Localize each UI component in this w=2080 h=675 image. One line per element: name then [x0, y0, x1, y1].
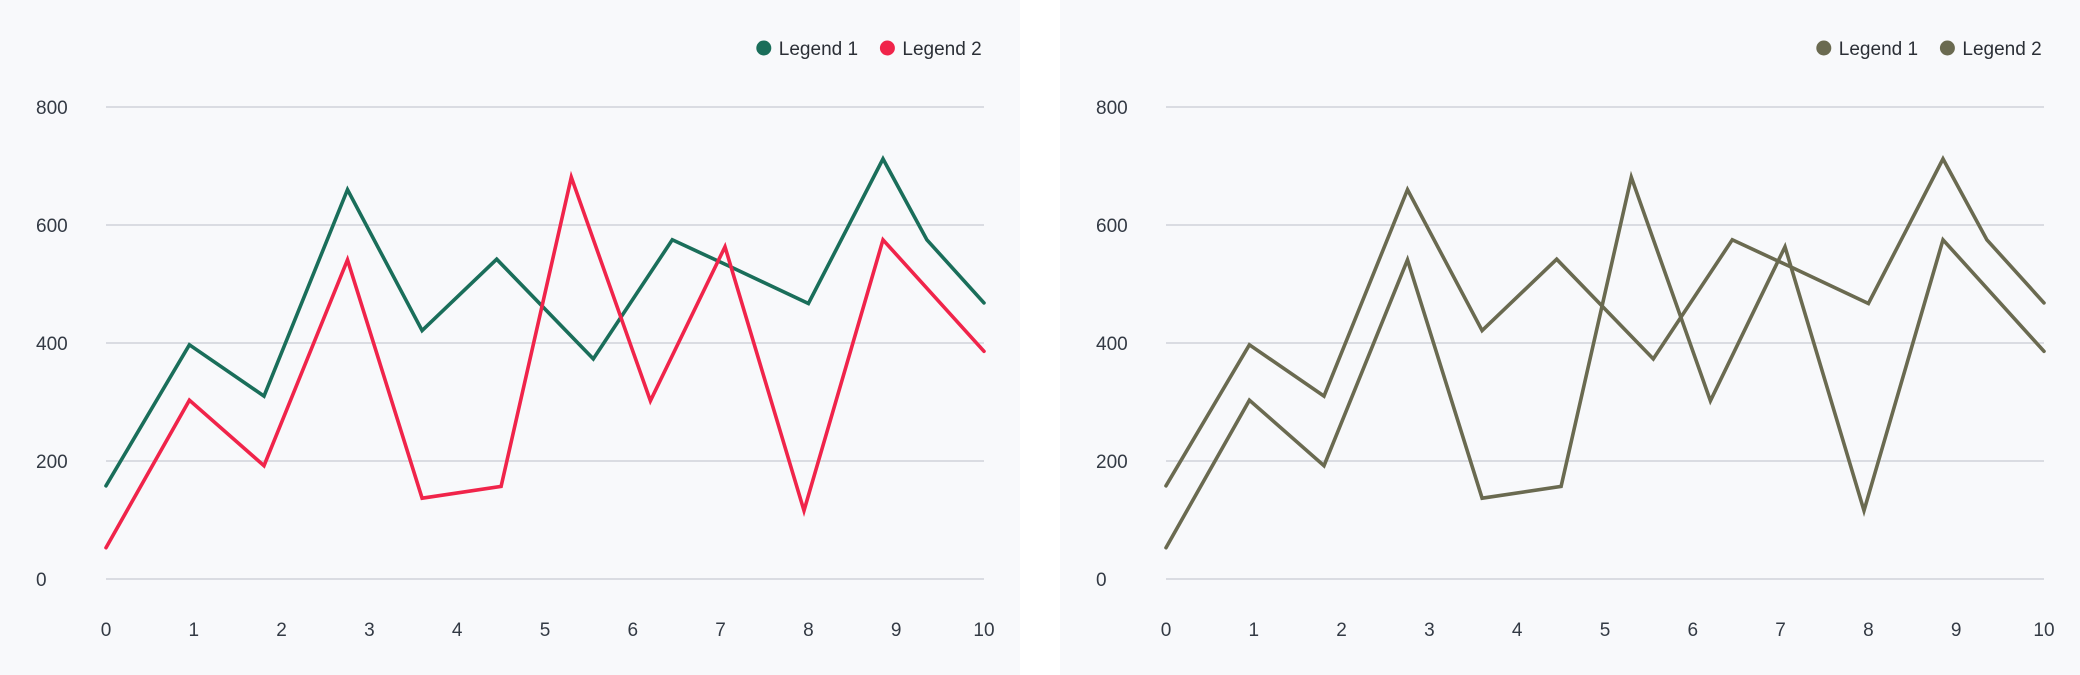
x-tick-label: 5 — [1600, 620, 1611, 641]
y-tick-label: 0 — [36, 570, 47, 591]
chart-panel-2: 0 200 400 600 800 0 1 2 3 4 5 6 7 8 9 10 Legend 1 Legend … — [1060, 0, 2080, 675]
legend-item-2[interactable]: Legend 2 — [1939, 39, 2042, 60]
y-tick-label: 200 — [1096, 452, 1128, 473]
legend-label: Legend 1 — [779, 39, 858, 60]
x-tick-label: 2 — [1336, 620, 1347, 641]
series-line-1 — [1164, 155, 2046, 488]
x-tick-label: 10 — [2033, 620, 2054, 641]
line-chart-2: 0 200 400 600 800 0 1 2 3 4 5 6 7 8 9 10 Legend 1 Legend … — [1096, 39, 2055, 641]
y-tick-label: 600 — [1096, 216, 1128, 237]
legend-item-2[interactable]: Legend 2 — [879, 39, 982, 60]
line-chart-1: 0 200 400 600 800 0 1 2 3 4 5 6 7 8 9 10 Legend 1 Legend … — [36, 39, 995, 641]
legend-item-1[interactable]: Legend 1 — [756, 39, 858, 60]
y-tick-label: 400 — [1096, 334, 1128, 355]
x-tick-label: 4 — [452, 620, 463, 641]
legend-label: Legend 2 — [1962, 39, 2041, 60]
x-tick-label: 9 — [1951, 620, 1962, 641]
legend-label: Legend 2 — [902, 39, 981, 60]
y-tick-label: 400 — [36, 334, 68, 355]
chart-panel-1: 0 200 400 600 800 0 1 2 3 4 5 6 7 8 9 10 Legend 1 Legend … — [0, 0, 1020, 675]
x-tick-label: 5 — [540, 620, 551, 641]
legend-label: Legend 1 — [1839, 39, 1918, 60]
x-tick-label: 8 — [803, 620, 814, 641]
legend-marker — [756, 40, 772, 56]
y-tick-label: 0 — [1096, 570, 1107, 591]
x-tick-label: 3 — [1424, 620, 1435, 641]
series-line-2 — [104, 170, 986, 550]
y-tick-label: 800 — [36, 98, 68, 119]
x-tick-label: 2 — [276, 620, 287, 641]
y-tick-label: 800 — [1096, 98, 1128, 119]
legend-marker — [879, 40, 895, 56]
legend-marker — [1939, 40, 1955, 56]
x-tick-label: 10 — [973, 620, 994, 641]
x-tick-label: 8 — [1863, 620, 1874, 641]
x-tick-label: 4 — [1512, 620, 1523, 641]
series-line-2 — [1164, 170, 2046, 550]
x-tick-label: 0 — [101, 620, 112, 641]
x-tick-label: 7 — [1775, 620, 1786, 641]
x-tick-label: 3 — [364, 620, 375, 641]
x-tick-label: 6 — [628, 620, 639, 641]
legend-marker — [1816, 40, 1832, 56]
x-tick-label: 0 — [1161, 620, 1172, 641]
x-tick-label: 7 — [715, 620, 726, 641]
x-tick-label: 9 — [891, 620, 902, 641]
legend-item-1[interactable]: Legend 1 — [1816, 39, 1918, 60]
y-tick-label: 200 — [36, 452, 68, 473]
x-tick-label: 1 — [1249, 620, 1260, 641]
y-tick-label: 600 — [36, 216, 68, 237]
x-tick-label: 6 — [1688, 620, 1699, 641]
x-tick-label: 1 — [189, 620, 200, 641]
series-line-1 — [104, 155, 986, 488]
